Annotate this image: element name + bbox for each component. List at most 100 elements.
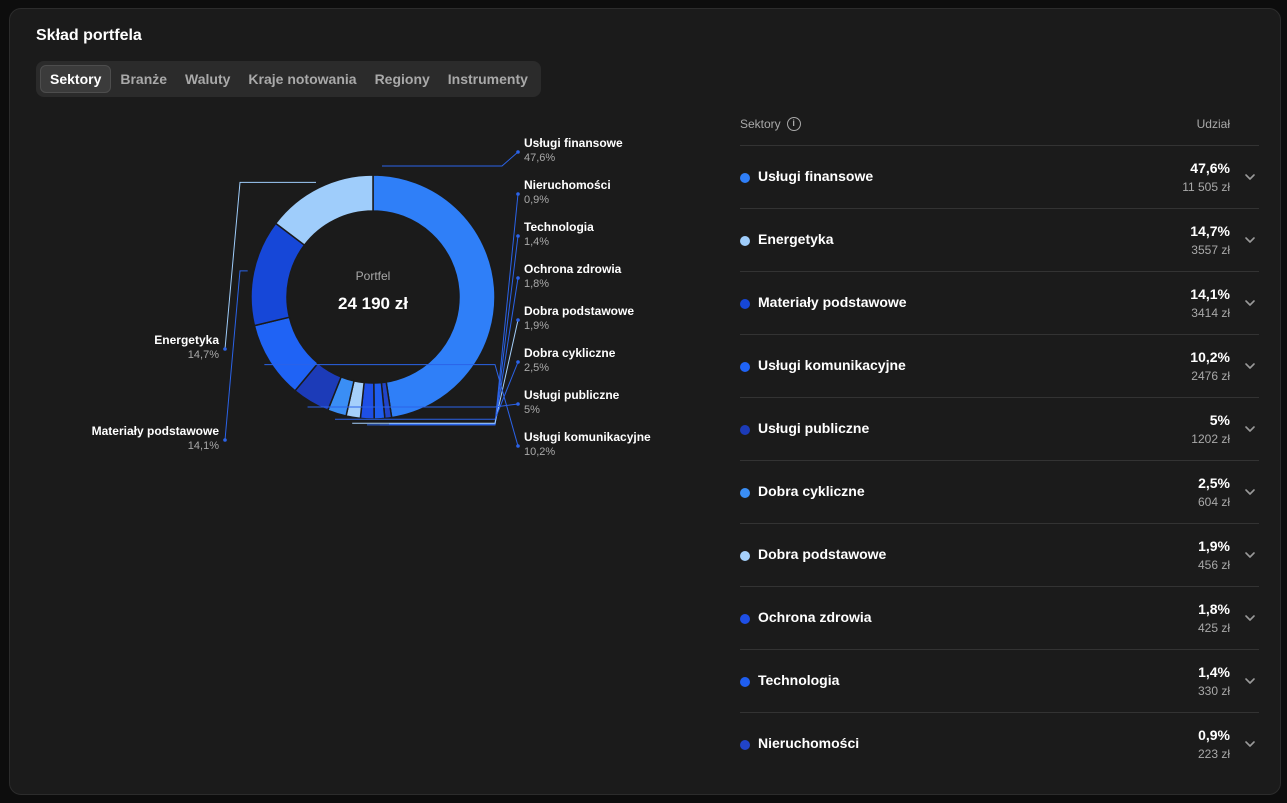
leader-line [366,277,519,426]
row-share: 0,9% [1198,727,1230,743]
row-label: Energetyka [758,231,834,247]
leader-line [352,319,519,424]
row-amount: 604 zł [1197,495,1230,509]
slice-label: Usługi finansowe [524,136,623,150]
leader-dot [223,347,227,351]
leader-dot [223,438,227,442]
tab-instrumenty[interactable]: Instrumenty [447,71,528,87]
leader-line [264,364,519,447]
table-row[interactable]: Materiały podstawowe 14,1% 3414 zł [740,271,1259,334]
slice-label: Energetyka [154,333,219,347]
slice-percent: 1,8% [524,278,549,290]
slice-percent: 14,1% [188,440,219,452]
legend-dot [740,299,750,309]
header-share: Udział [1196,117,1230,131]
row-label: Usługi finansowe [758,168,874,184]
leader-dot [516,360,520,364]
donut-slice[interactable] [372,174,496,419]
table-row[interactable]: Nieruchomości 0,9% 223 zł [740,712,1259,775]
chevron-down-icon[interactable] [1243,170,1257,184]
leader-line [382,151,519,167]
table-row[interactable]: Dobra podstawowe 1,9% 456 zł [740,523,1259,586]
tab-kraje-notowania[interactable]: Kraje notowania [248,71,357,87]
slice-label: Usługi publiczne [524,388,620,402]
row-share: 5% [1209,412,1230,428]
leader-dot [516,192,520,196]
row-amount: 2476 zł [1191,369,1230,383]
table-row[interactable]: Technologia 1,4% 330 zł [740,649,1259,712]
row-amount: 3414 zł [1191,306,1230,320]
row-amount: 3557 zł [1191,243,1230,257]
legend-dot [740,488,750,498]
slice-label: Materiały podstawowe [92,424,220,438]
row-amount: 11 505 zł [1182,180,1230,194]
row-label: Usługi komunikacyjne [758,357,906,373]
row-label: Dobra podstawowe [758,546,887,562]
row-share: 1,4% [1198,664,1230,680]
table-row[interactable]: Ochrona zdrowia 1,8% 425 zł [740,586,1259,649]
slice-label: Ochrona zdrowia [524,262,622,276]
chevron-down-icon[interactable] [1243,485,1257,499]
slice-label: Technologia [524,220,594,234]
tab-waluty[interactable]: Waluty [185,71,231,87]
table-row[interactable]: Usługi finansowe 47,6% 11 505 zł [740,145,1259,208]
leader-line [307,403,519,408]
chevron-down-icon[interactable] [1243,359,1257,373]
table-row[interactable]: Dobra cykliczne 2,5% 604 zł [740,460,1259,523]
leader-dot [516,150,520,154]
slice-percent: 14,7% [188,349,219,361]
slice-label: Dobra podstawowe [524,304,634,318]
row-label: Dobra cykliczne [758,483,865,499]
slice-percent: 47,6% [524,152,555,164]
chevron-down-icon[interactable] [1243,422,1257,436]
row-label: Ochrona zdrowia [758,609,872,625]
row-amount: 223 zł [1197,747,1230,761]
sector-donut-chart: Usługi finansowe 47,6% Nieruchomości 0,9% Te… [92,136,651,458]
donut-slice[interactable] [274,174,374,247]
row-share: 2,5% [1198,475,1230,491]
tab-sektory[interactable]: Sektory [40,65,112,93]
chevron-down-icon[interactable] [1243,737,1257,751]
portfolio-composition-panel: Skład portfela Sektory Branże Waluty Kra… [9,8,1281,795]
row-label: Technologia [758,672,840,688]
row-share: 1,9% [1198,538,1230,554]
center-value: 24 190 zł [338,294,408,313]
table-row[interactable]: Usługi komunikacyjne 10,2% 2476 zł [740,334,1259,397]
row-share: 14,7% [1190,223,1230,239]
tab-regiony[interactable]: Regiony [374,71,430,87]
leader-dot [516,318,520,322]
chevron-down-icon[interactable] [1243,611,1257,625]
row-label: Usługi publiczne [758,420,870,436]
slice-label: Dobra cykliczne [524,346,616,360]
row-amount: 425 zł [1197,621,1230,635]
leader-line [224,270,248,441]
row-share: 47,6% [1190,160,1230,176]
slice-percent: 1,9% [524,320,549,332]
row-share: 14,1% [1190,286,1230,302]
row-label: Materiały podstawowe [758,294,907,310]
table-header: Sektory i Udział [740,117,1260,145]
legend-dot [740,677,750,687]
chevron-down-icon[interactable] [1243,233,1257,247]
legend-dot [740,614,750,624]
slice-percent: 10,2% [524,446,555,458]
table-row[interactable]: Energetyka 14,7% 3557 zł [740,208,1259,271]
info-icon[interactable]: i [786,117,801,131]
slice-label: Nieruchomości [524,178,611,192]
slice-label: Usługi komunikacyjne [524,430,651,444]
slice-percent: 2,5% [524,362,549,374]
legend-dot [740,551,750,561]
leader-dot [516,234,520,238]
chevron-down-icon[interactable] [1243,296,1257,310]
slice-percent: 1,4% [524,236,549,248]
leader-dot [516,444,520,448]
tab-branze[interactable]: Branże [120,71,168,87]
table-row[interactable]: Usługi publiczne 5% 1202 zł [740,397,1259,460]
row-amount: 1202 zł [1191,432,1230,446]
chevron-down-icon[interactable] [1243,548,1257,562]
legend-dot [740,236,750,246]
chevron-down-icon[interactable] [1243,674,1257,688]
sector-table: Usługi finansowe 47,6% 11 505 zł Energetyka… [740,145,1259,775]
legend-dot [740,173,750,183]
slice-percent: 5% [524,404,540,416]
